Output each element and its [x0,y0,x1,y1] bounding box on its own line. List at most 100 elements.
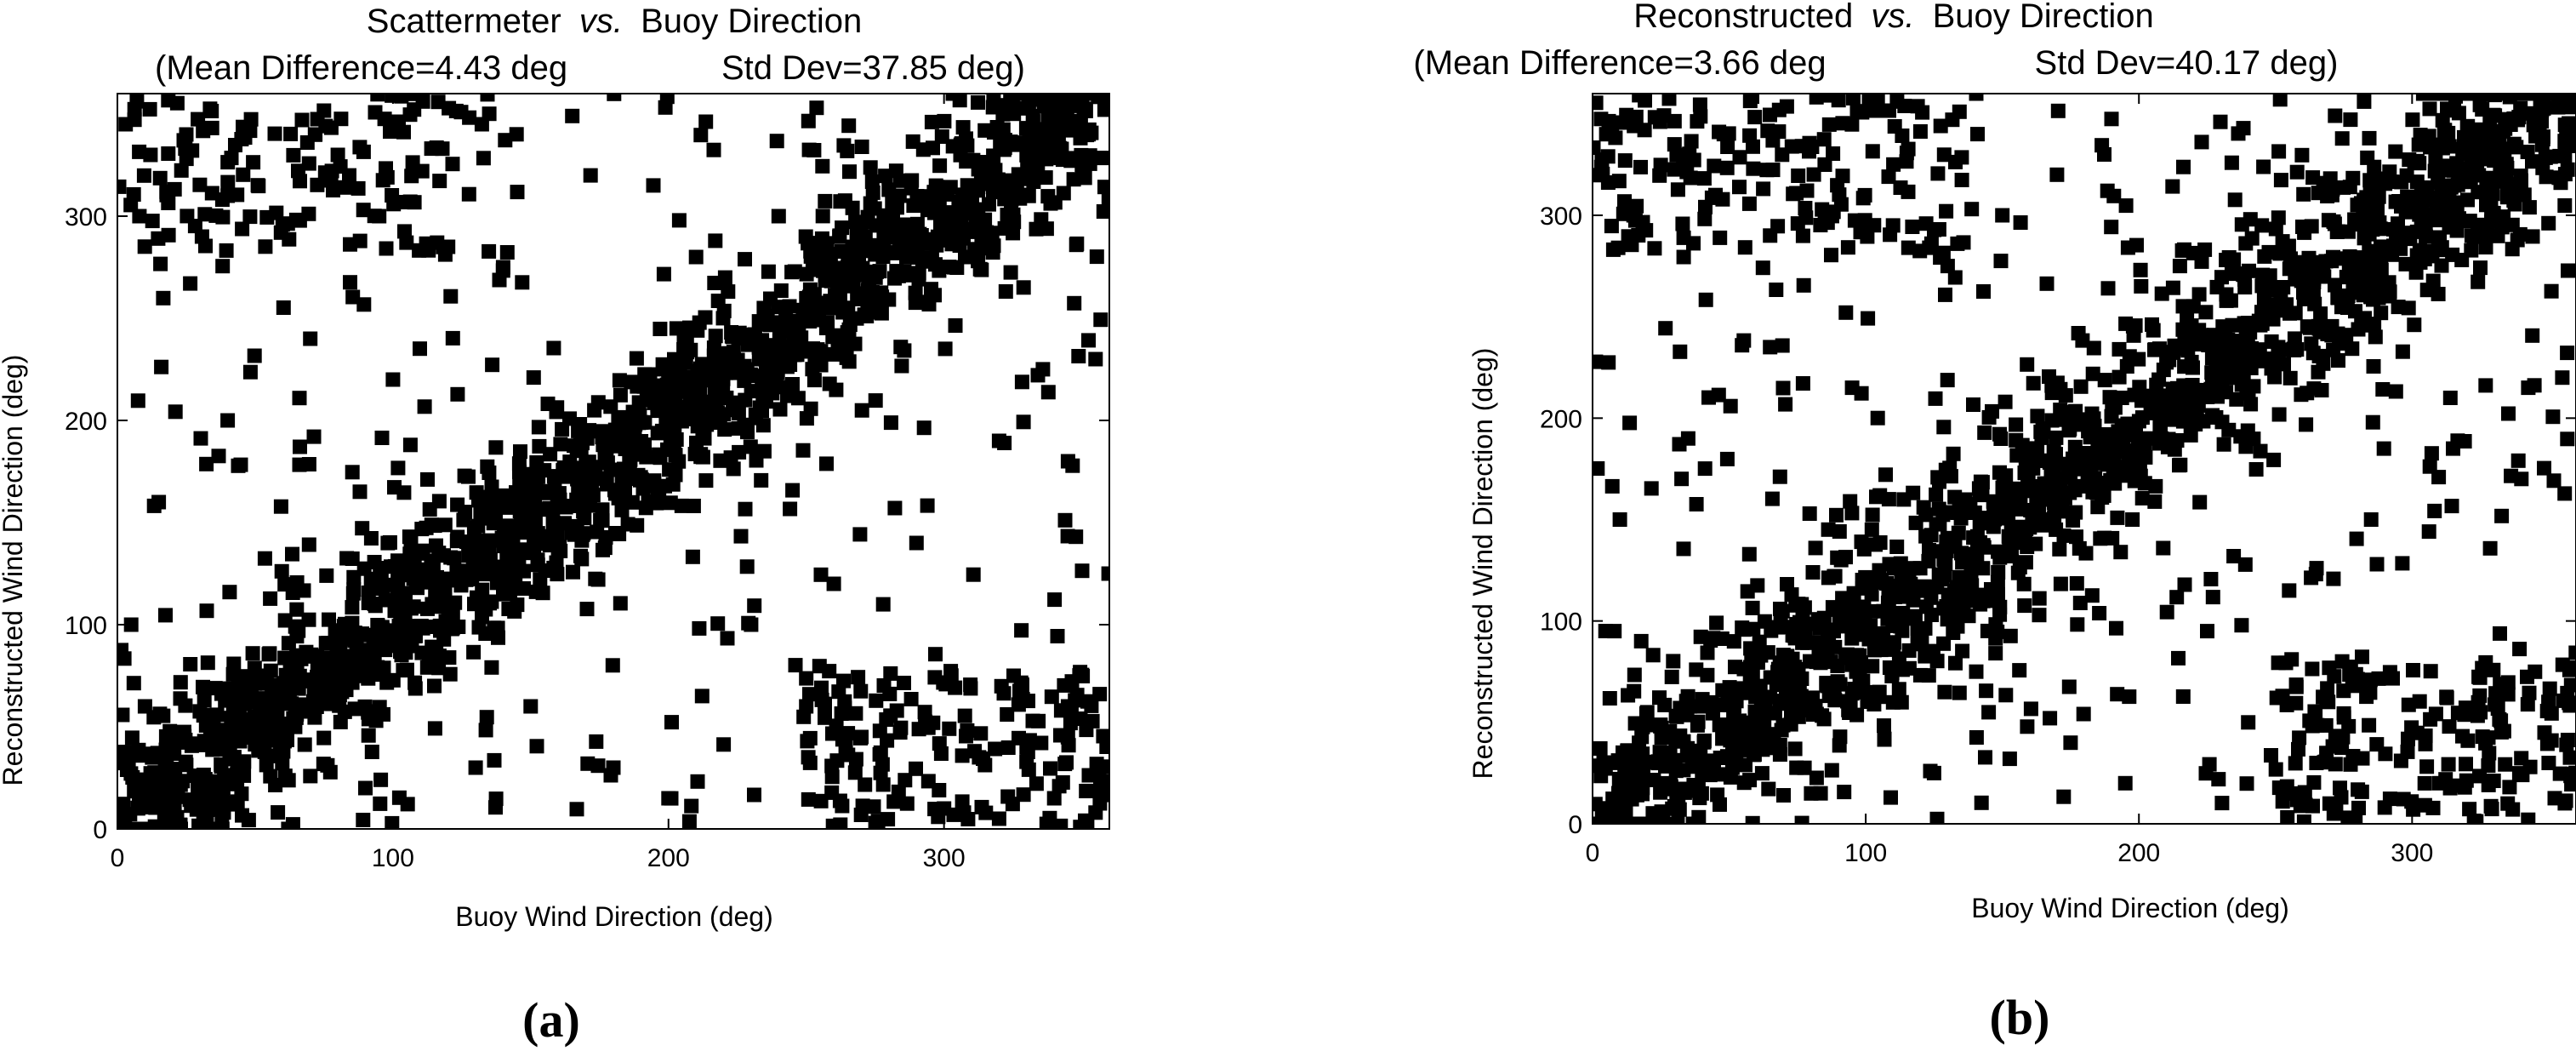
data-point [815,158,830,174]
data-point [2411,137,2426,152]
data-point [2500,796,2516,811]
data-point [706,348,721,363]
data-point [1852,648,1867,663]
data-point [1947,270,1963,285]
data-point [209,707,225,723]
data-point [1881,169,1896,185]
data-point [1870,94,1885,106]
data-point [2028,536,2043,551]
data-point [2513,100,2528,116]
data-point [2100,183,2115,198]
data-point [2175,414,2191,429]
data-point [2053,576,2068,591]
data-point [1840,240,1855,255]
data-point [653,378,668,393]
data-point [1607,624,1622,639]
data-point [2071,326,2086,340]
data-point [2273,173,2288,188]
data-point [874,306,889,321]
data-point [2104,220,2119,235]
data-point [1872,684,1887,700]
data-point [160,791,175,806]
data-point [124,730,140,746]
data-point [152,170,168,186]
data-point [284,696,299,711]
data-point [2020,719,2035,734]
data-point [1604,755,1619,770]
data-point [2447,103,2462,118]
data-point [996,686,1012,701]
data-point [806,373,822,388]
data-point [2459,757,2473,772]
data-point [178,698,193,713]
title-rest: Buoy Direction [641,3,862,40]
data-point [2526,106,2540,121]
data-point [589,734,604,749]
data-point [1808,540,1823,556]
data-point [840,325,855,340]
data-point [213,740,227,755]
data-point [215,784,231,799]
data-point [2154,286,2169,301]
data-point [247,348,262,363]
data-point [1645,648,1661,663]
data-point [1019,754,1034,769]
data-point [842,164,857,180]
data-point [868,815,883,829]
data-point [708,233,723,249]
data-point [1863,618,1878,633]
data-point [419,660,435,675]
data-point [937,113,952,129]
data-point [829,718,844,734]
data-point [269,691,284,706]
data-point [2305,346,2321,361]
data-point [703,394,718,409]
data-point [1652,114,1667,129]
data-point [472,540,487,556]
data-point [726,461,741,477]
data-point [1795,228,1810,243]
data-point [1737,240,1752,255]
data-point [790,391,806,406]
data-point [924,114,939,129]
data-point [2466,229,2482,244]
data-point [898,773,913,788]
data-point [558,500,573,515]
data-point [1625,816,1640,824]
data-point [1785,628,1800,643]
data-point [192,704,208,719]
data-point [374,431,390,445]
y-tick-label: 200 [65,408,107,436]
data-point [2122,689,2137,705]
data-point [2568,765,2576,780]
data-point [322,764,338,780]
data-point [571,483,586,499]
data-point [219,243,234,258]
data-point [664,715,679,730]
data-point [1003,94,1018,101]
data-point [988,163,1003,178]
data-point [756,443,772,459]
data-point [470,518,486,534]
data-point [1049,94,1064,101]
data-point [402,437,418,453]
data-point [530,552,545,568]
data-point [281,636,296,651]
data-point [475,609,489,625]
data-point [1025,109,1040,123]
data-point [513,444,527,460]
data-point [448,103,464,118]
data-point [237,130,253,146]
data-point [297,737,312,752]
data-point [869,693,884,708]
data-point [569,460,584,476]
data-point [1976,284,1991,299]
data-point [1911,583,1926,598]
data-point [1923,528,1939,543]
data-point [199,456,214,471]
data-point [880,226,895,241]
data-point [2110,510,2125,525]
data-point [1696,171,1712,186]
data-point [584,483,599,498]
x-tick-label: 200 [2117,839,2160,867]
